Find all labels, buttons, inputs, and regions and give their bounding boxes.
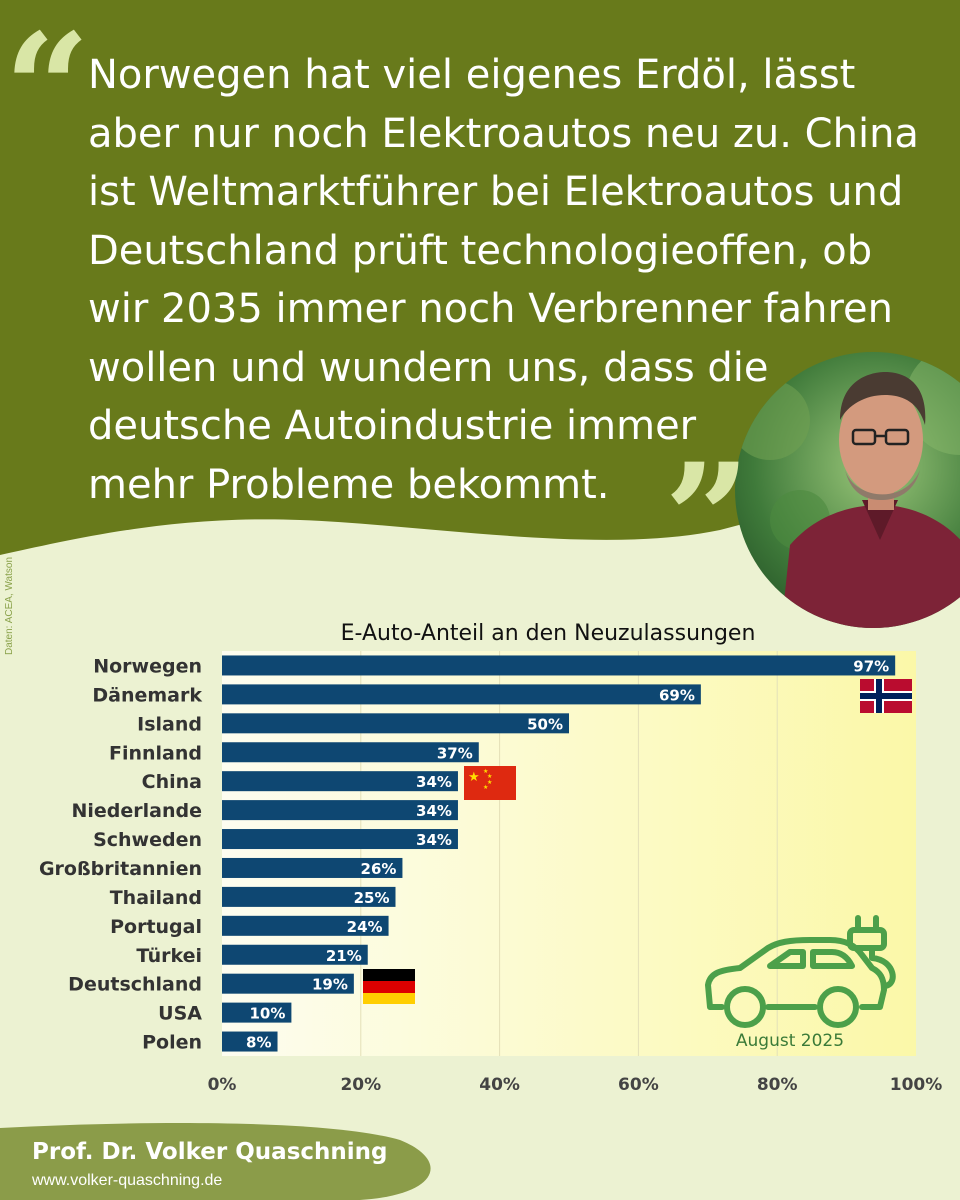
bar bbox=[222, 684, 701, 705]
author-name: Prof. Dr. Volker Quaschning bbox=[32, 1139, 388, 1165]
category-label: Türkei bbox=[136, 945, 202, 967]
x-tick-label: 80% bbox=[757, 1075, 798, 1095]
quote-text: Norwegen hat viel eigenes Erdöl, lässt a… bbox=[88, 46, 928, 514]
source-note: Daten: ACEA, Watson bbox=[4, 556, 15, 655]
bar bbox=[222, 973, 354, 994]
author-website[interactable]: www.volker-quaschning.de bbox=[32, 1172, 223, 1189]
bar-value-label: 24% bbox=[347, 918, 383, 936]
bar-value-label: 19% bbox=[312, 976, 348, 994]
category-label: Dänemark bbox=[92, 684, 202, 706]
quote-line: mehr Probleme bekommt. bbox=[88, 461, 610, 508]
category-label: Island bbox=[137, 713, 202, 735]
bar bbox=[222, 944, 368, 965]
category-label: USA bbox=[158, 1003, 202, 1025]
category-label: Großbritannien bbox=[39, 858, 202, 880]
category-label: Deutschland bbox=[68, 974, 202, 996]
bar bbox=[222, 655, 896, 676]
category-label: China bbox=[142, 771, 202, 793]
header-band bbox=[0, 0, 960, 555]
category-label: Polen bbox=[142, 1032, 202, 1054]
x-tick-labels: 0% 20% 40% 60% 80% 100% bbox=[208, 1075, 943, 1095]
bar-value-label: 69% bbox=[659, 686, 695, 704]
bar-value-label: 10% bbox=[249, 1005, 285, 1023]
chart-title: E-Auto-Anteil an den Neuzulassungen bbox=[341, 621, 756, 646]
svg-text:★: ★ bbox=[487, 773, 492, 780]
category-label: Norwegen bbox=[93, 655, 202, 677]
bar bbox=[222, 713, 569, 734]
electric-car-icon bbox=[705, 915, 896, 1028]
bar bbox=[222, 829, 458, 850]
svg-text:★: ★ bbox=[483, 768, 488, 775]
bar-value-label: 34% bbox=[416, 802, 452, 820]
chart-annotation: August 2025 bbox=[736, 1031, 844, 1051]
x-tick-label: 40% bbox=[479, 1075, 520, 1095]
value-labels: 97% 69% 50% 37% 34% 34% 34% 26% 25% 24% 21% 19% 10% 8… bbox=[246, 657, 889, 1051]
close-quote-icon: ” bbox=[664, 431, 751, 607]
bar-value-label: 97% bbox=[853, 657, 889, 675]
category-label: Finnland bbox=[109, 742, 202, 764]
svg-text:★: ★ bbox=[468, 770, 480, 785]
bar-value-label: 34% bbox=[416, 773, 452, 791]
category-label: Portugal bbox=[110, 916, 202, 938]
bar-value-label: 37% bbox=[437, 744, 473, 762]
quote-line: deutsche Autoindustrie immer bbox=[88, 403, 697, 449]
open-quote-icon: “ bbox=[4, 1, 91, 177]
bar bbox=[222, 1002, 292, 1023]
x-tick-label: 60% bbox=[618, 1075, 659, 1095]
quote-line: wollen und wundern uns, dass die bbox=[88, 344, 769, 391]
china-flag-icon: ★ ★ ★ ★ ★ bbox=[464, 766, 516, 800]
bar-value-label: 25% bbox=[354, 889, 390, 907]
bar-value-label: 8% bbox=[246, 1034, 271, 1052]
category-labels: Norwegen Dänemark Island Finnland China Niede… bbox=[39, 655, 202, 1053]
category-label: Schweden bbox=[93, 829, 202, 851]
norway-flag-icon bbox=[860, 679, 912, 713]
bar-value-label: 26% bbox=[361, 860, 397, 878]
quote-line: ist Weltmarktführer bei Elektroautos und bbox=[88, 169, 904, 215]
bar-value-label: 50% bbox=[527, 715, 563, 733]
svg-text:★: ★ bbox=[483, 784, 488, 791]
bar-value-label: 21% bbox=[326, 947, 362, 965]
bar-value-label: 34% bbox=[416, 831, 452, 849]
x-tick-label: 20% bbox=[340, 1075, 381, 1095]
bars bbox=[222, 655, 896, 1052]
quote-line: Norwegen hat viel eigenes Erdöl, lässt bbox=[88, 52, 856, 98]
category-label: Thailand bbox=[110, 887, 202, 909]
quote-line: Deutschland prüft technologieoffen, ob bbox=[88, 227, 873, 274]
bar bbox=[222, 915, 389, 936]
bar bbox=[222, 1031, 278, 1052]
svg-text:★: ★ bbox=[487, 779, 492, 786]
x-tick-label: 0% bbox=[208, 1075, 237, 1095]
category-label: Niederlande bbox=[71, 800, 202, 822]
bar bbox=[222, 857, 403, 878]
author-photo bbox=[735, 352, 960, 628]
bar bbox=[222, 886, 396, 907]
quote-line: aber nur noch Elektroautos neu zu. China bbox=[88, 110, 919, 157]
bar bbox=[222, 800, 458, 821]
bar bbox=[222, 742, 479, 763]
x-tick-label: 100% bbox=[890, 1075, 943, 1095]
quote-line: wir 2035 immer noch Verbrenner fahren bbox=[88, 286, 894, 332]
germany-flag-icon bbox=[363, 969, 415, 1004]
footer-band bbox=[0, 1123, 431, 1200]
plot-area bbox=[222, 651, 916, 1056]
bar bbox=[222, 771, 458, 792]
